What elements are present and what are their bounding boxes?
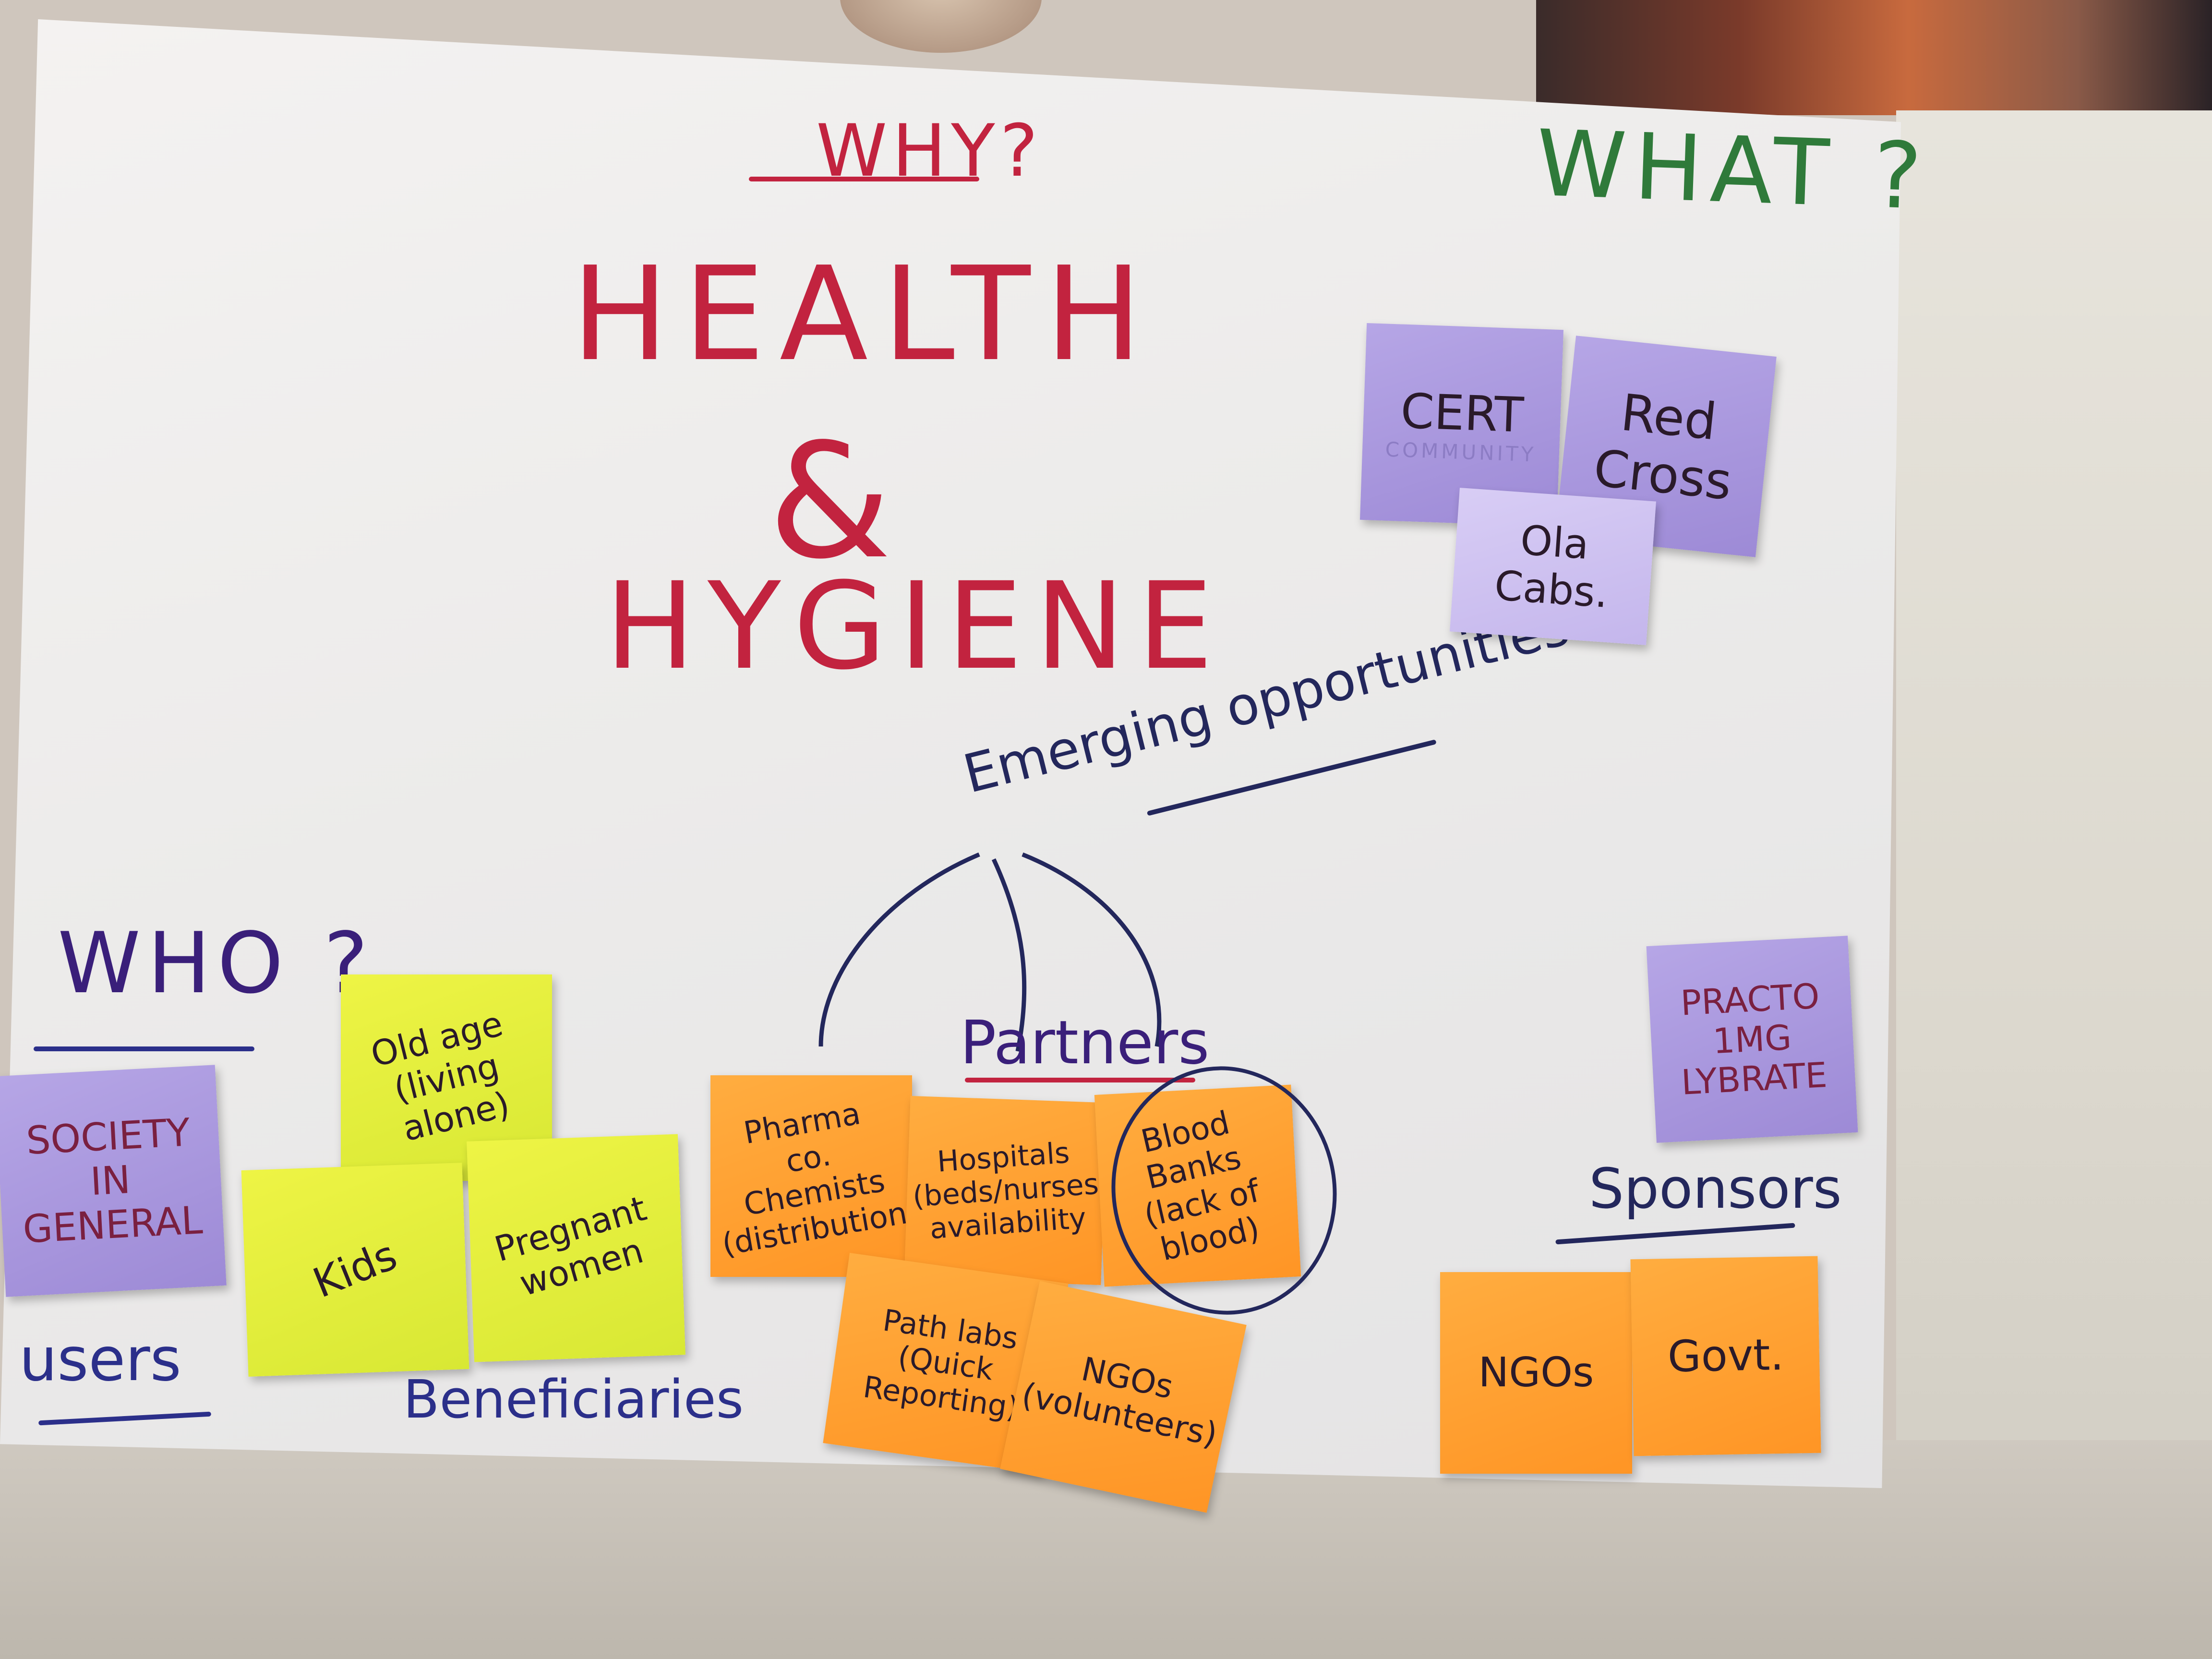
note-society-in-general: SOCIETY IN GENERAL [0, 1065, 227, 1297]
heading-why: WHY? [816, 109, 1043, 193]
note-ngos: NGOs [1440, 1272, 1632, 1474]
heading-users: users [19, 1325, 181, 1395]
title-health: HEALTH [571, 239, 1157, 390]
title-ampersand: & [768, 409, 892, 594]
note-govt: Govt. [1630, 1256, 1821, 1456]
heading-beneficiaries: Beneficiaries [403, 1369, 744, 1430]
background-cabinet [1536, 0, 2212, 115]
note-kids: Kids [241, 1163, 469, 1377]
note-pharma-chemists: Pharma co. Chemists (distribution) [710, 1075, 922, 1277]
heading-what: WHAT ? [1534, 110, 1931, 230]
title-hygiene: HYGIENE [605, 556, 1226, 696]
note-ola-cabs: Ola Cabs. [1450, 488, 1656, 645]
who-underline [34, 1046, 254, 1051]
partners-connector-arcs [818, 852, 1162, 1052]
note-practo-1mg-lybrate: PRACTO 1MG LYBRATE [1646, 936, 1858, 1143]
background-cup [840, 0, 1042, 53]
heading-partners: Partners [960, 1008, 1210, 1078]
note-cert-subtext: COMMUNITY [1384, 437, 1537, 467]
blood-banks-circle [1111, 1066, 1337, 1315]
heading-who: WHO ? [58, 915, 375, 1012]
why-underline [749, 177, 979, 181]
partners-underline [965, 1078, 1195, 1082]
note-pregnant-women: Pregnant women [467, 1134, 685, 1362]
note-cert-text: CERT [1399, 383, 1525, 444]
heading-sponsors: Sponsors [1589, 1157, 1842, 1221]
note-hospitals: Hospitals (beds/nurses availability [904, 1095, 1107, 1286]
background-wall [1896, 110, 2212, 1659]
